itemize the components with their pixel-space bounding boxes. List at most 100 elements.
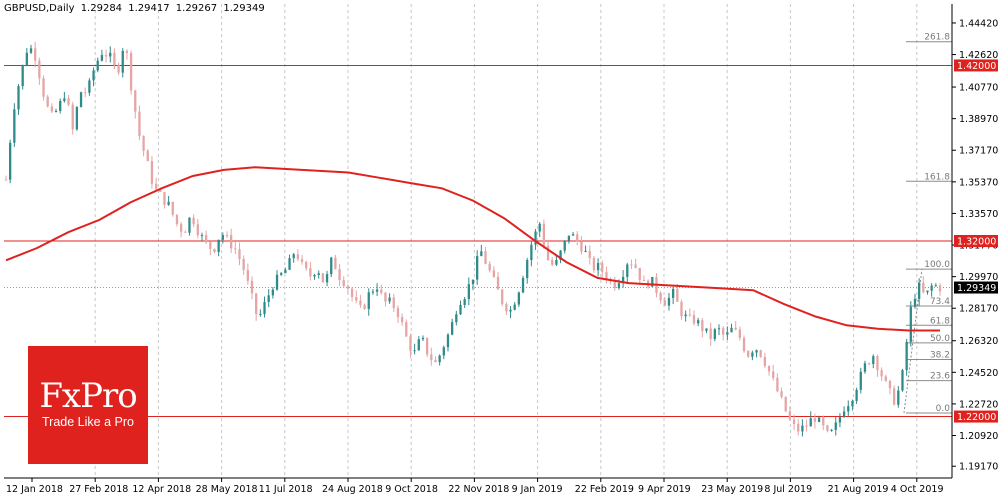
candle-body: [913, 298, 917, 307]
candle-body: [922, 282, 925, 293]
candle-body: [92, 70, 95, 81]
candle-body: [238, 249, 241, 259]
candle-body: [334, 257, 337, 270]
candle-body: [13, 109, 16, 143]
candle-body: [467, 284, 470, 300]
x-tick-label: 22 Nov 2018: [448, 484, 509, 495]
candle-body: [855, 389, 858, 401]
candle-body: [88, 80, 91, 93]
candle-body: [605, 272, 608, 280]
fibonacci-levels: 261.8 161.8 100.0 73.4 61.8 50.0 38.2 23.6 0.0: [903, 33, 952, 414]
candle-body: [680, 301, 683, 317]
candle-body: [17, 86, 20, 110]
level-tag: [954, 59, 998, 72]
candle-body: [9, 142, 12, 180]
candle-body: [634, 264, 637, 268]
y-tick-label: 1.29970: [959, 272, 998, 283]
candle-body: [346, 286, 350, 289]
price-tags: 1.42000 1.32000 1.22000 1.29349: [954, 59, 998, 423]
candle-body: [663, 300, 666, 306]
candle-body: [617, 283, 621, 289]
candle-body: [651, 277, 654, 287]
candle-body: [29, 48, 33, 53]
candle-body: [425, 337, 429, 355]
candle-body: [492, 270, 495, 277]
candle-body: [918, 282, 921, 299]
y-tick-label: 1.42620: [959, 50, 998, 61]
candle-body: [484, 251, 487, 264]
y-tick-label: 1.38970: [959, 114, 998, 125]
candle-body: [246, 269, 249, 281]
candle-body: [388, 297, 391, 302]
candle-body: [125, 50, 129, 54]
candle-body: [325, 274, 329, 283]
candle-body: [267, 295, 270, 302]
candle-body: [175, 214, 179, 225]
candle-body: [838, 416, 842, 423]
candle-body: [513, 304, 516, 310]
candle-body: [167, 201, 170, 205]
candle-body: [451, 322, 454, 335]
open-value: 1.29284: [80, 3, 123, 14]
candle-body: [642, 279, 646, 281]
x-tick-label: 21 Aug 2019: [828, 484, 889, 495]
candle-body: [792, 419, 796, 424]
candle-body: [463, 299, 466, 305]
candle-body: [409, 336, 412, 352]
x-tick-label: 9 Oct 2018: [385, 484, 438, 495]
candle-body: [100, 55, 104, 61]
candle-body: [926, 290, 929, 293]
candle-body: [576, 234, 579, 242]
candle-body: [134, 90, 137, 112]
logo-wordmark: FxPro: [39, 376, 137, 416]
y-tick-label: 1.24520: [959, 368, 998, 379]
fib-label: 261.8: [924, 33, 950, 43]
candle-body: [34, 48, 37, 61]
candle-body: [742, 337, 746, 352]
candle-body: [892, 388, 896, 405]
candle-body: [851, 400, 854, 407]
current-price-tag: [954, 281, 998, 294]
candle-body: [255, 293, 258, 315]
candle-body: [163, 191, 166, 205]
y-tick-label: 1.26320: [959, 336, 998, 347]
candle-body: [534, 231, 537, 245]
candle-body: [876, 356, 879, 371]
candle-body: [905, 341, 908, 371]
candle-body: [546, 245, 550, 261]
candle-body: [509, 309, 512, 312]
candle-body: [780, 391, 783, 397]
x-tick-label: 11 Jul 2018: [259, 484, 313, 495]
candle-body: [538, 223, 541, 232]
candle-body: [555, 259, 558, 265]
candle-body: [317, 273, 320, 275]
candle-body: [692, 315, 696, 324]
candle-body: [4, 179, 8, 181]
candle-body: [330, 257, 333, 275]
ma-line: [5, 166, 940, 332]
candle-body: [171, 201, 174, 215]
candle-body: [363, 304, 366, 309]
candle-body: [842, 411, 846, 417]
high-value: 1.29417: [128, 3, 170, 14]
y-tick-label: 1.33570: [959, 209, 998, 220]
candle-body: [517, 292, 521, 305]
candle-body: [146, 150, 149, 162]
candle-body: [613, 280, 616, 289]
candle-body: [221, 235, 224, 240]
x-tick-label: 8 Jul 2019: [764, 484, 812, 495]
candle-body: [184, 231, 187, 233]
candle-body: [21, 65, 24, 87]
candle-body: [526, 260, 529, 278]
candle-body: [817, 417, 821, 422]
fib-label: 100.0: [924, 260, 950, 270]
candle-body: [46, 96, 49, 107]
candle-body: [25, 52, 28, 66]
candle-body: [250, 280, 254, 294]
candle-body: [192, 217, 195, 225]
candle-body: [38, 60, 41, 79]
candle-body: [371, 291, 375, 293]
grid-lines: [94, 4, 918, 478]
